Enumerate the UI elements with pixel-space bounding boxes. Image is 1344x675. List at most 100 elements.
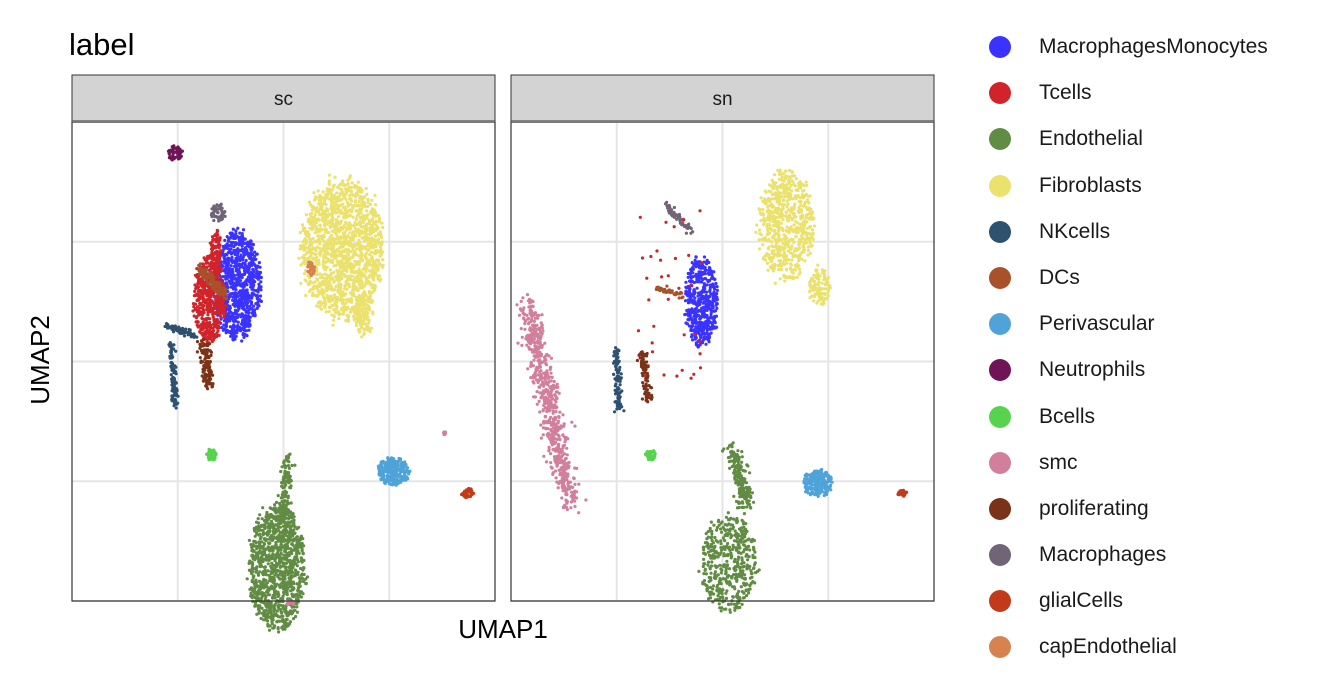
data-point (241, 245, 244, 248)
data-point (290, 543, 293, 546)
data-point (362, 201, 365, 204)
data-point (343, 231, 346, 234)
data-point (209, 338, 212, 341)
data-point (308, 233, 311, 236)
data-point (283, 610, 286, 613)
data-point (288, 570, 291, 573)
data-point (363, 332, 366, 335)
data-point (327, 191, 330, 194)
data-point (275, 501, 278, 504)
data-point (366, 312, 369, 315)
data-point (232, 294, 235, 297)
data-point (246, 311, 249, 314)
data-point (283, 622, 286, 625)
data-point (357, 242, 360, 245)
data-point (307, 250, 310, 253)
data-point (305, 239, 308, 242)
data-point (340, 259, 343, 262)
data-point (242, 237, 245, 240)
data-point (331, 324, 334, 327)
data-point (266, 589, 269, 592)
data-point (286, 535, 289, 538)
data-point (248, 539, 251, 542)
facet-panel-sc: sc (72, 75, 495, 634)
data-point (373, 212, 376, 215)
data-point (307, 245, 310, 248)
data-point (295, 551, 298, 554)
data-point (305, 213, 308, 216)
data-point (212, 219, 215, 222)
data-point (177, 154, 180, 157)
data-point (359, 217, 362, 220)
data-point (268, 549, 271, 552)
data-point (212, 252, 215, 255)
data-point (168, 149, 171, 152)
data-point (219, 204, 222, 207)
data-point (205, 379, 208, 382)
data-point (353, 318, 356, 321)
data-point (270, 534, 273, 537)
data-point (308, 201, 311, 204)
data-point (364, 256, 367, 259)
data-point (366, 307, 369, 310)
data-point (371, 312, 374, 315)
data-point (284, 550, 287, 553)
data-point (275, 583, 278, 586)
data-point (323, 266, 326, 269)
data-point (172, 347, 175, 350)
data-point (257, 574, 260, 577)
data-point (335, 242, 338, 245)
data-point (220, 318, 223, 321)
data-point (206, 313, 209, 316)
data-point (266, 581, 269, 584)
data-point (310, 228, 313, 231)
data-point (245, 269, 248, 272)
data-point (239, 256, 242, 259)
data-point (204, 333, 207, 336)
data-point (212, 338, 215, 341)
data-point (269, 610, 272, 613)
data-point (301, 592, 304, 595)
data-point (332, 245, 335, 248)
facet-strip-label: sc (274, 89, 293, 110)
data-point (284, 570, 287, 573)
data-point (234, 229, 237, 232)
data-point (346, 314, 349, 317)
data-point (271, 627, 274, 630)
data-point (272, 614, 275, 617)
data-point (258, 513, 261, 516)
data-point (288, 467, 291, 470)
data-point (353, 294, 356, 297)
data-point (290, 593, 293, 596)
data-point (246, 577, 249, 580)
data-point (252, 243, 255, 246)
data-point (344, 214, 347, 217)
data-point (240, 291, 243, 294)
data-point (217, 217, 220, 220)
data-point (215, 250, 218, 253)
data-point (327, 260, 330, 263)
data-point (216, 230, 219, 233)
data-point (279, 573, 282, 576)
data-point (348, 224, 351, 227)
data-point (202, 286, 205, 289)
data-point (377, 220, 380, 223)
data-point (275, 519, 278, 522)
data-point (172, 398, 175, 401)
data-point (208, 369, 211, 372)
data-point (341, 236, 344, 239)
data-point (269, 506, 272, 509)
data-point (301, 223, 304, 226)
data-point (172, 343, 175, 346)
data-point (339, 276, 342, 279)
data-point (344, 221, 347, 224)
data-point (205, 278, 208, 281)
data-point (295, 555, 298, 558)
data-point (169, 365, 172, 368)
data-point (369, 219, 372, 222)
data-point (313, 266, 316, 269)
data-point (270, 572, 273, 575)
data-point (253, 529, 256, 532)
data-point (225, 259, 228, 262)
data-point (255, 613, 258, 616)
